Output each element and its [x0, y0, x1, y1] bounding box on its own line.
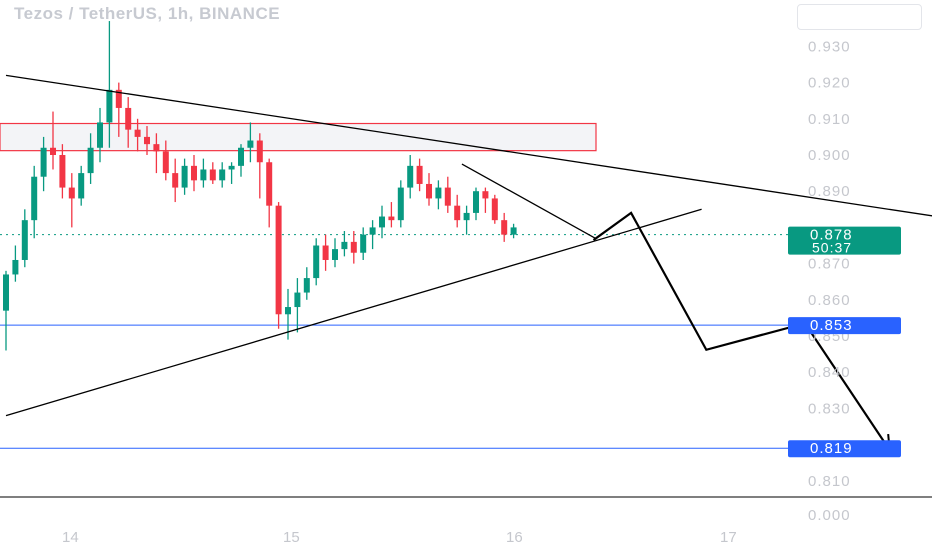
y-axis-tick-label: 0.890 [808, 183, 851, 200]
candle [360, 227, 367, 260]
candle [341, 231, 348, 257]
y-axis-tick-label: 0.930 [808, 38, 851, 55]
candle [181, 158, 188, 195]
candle [266, 158, 273, 228]
resistance-zone [0, 122, 597, 152]
candle [294, 278, 301, 333]
candle [219, 162, 226, 188]
candle [435, 180, 442, 210]
candle [379, 205, 385, 239]
price-label-text: 0.878 [810, 227, 853, 244]
candle [247, 122, 254, 163]
x-axis-tick-label: 14 [62, 529, 79, 546]
candle [68, 173, 75, 228]
candle [172, 158, 179, 203]
candle [97, 107, 103, 163]
candle [397, 180, 404, 228]
candle [78, 165, 85, 206]
candle [285, 288, 291, 340]
candle [322, 234, 329, 271]
candle [303, 267, 310, 300]
candle [491, 194, 498, 224]
candle [332, 238, 338, 268]
short-term-downtrend-trendline[interactable] [461, 163, 596, 239]
candle [59, 144, 66, 199]
candle [153, 133, 160, 174]
candle [482, 187, 489, 213]
candle [87, 133, 94, 184]
descending-resistance-trendline[interactable] [5, 74, 932, 217]
candle [426, 173, 432, 206]
price-label: 0.853 [788, 317, 901, 335]
candle [313, 238, 320, 286]
candle [228, 162, 235, 184]
candle [473, 187, 479, 221]
candle [115, 82, 122, 137]
candle [162, 140, 169, 181]
projection-path[interactable] [592, 211, 891, 451]
bar-countdown-text: 50:37 [812, 240, 852, 256]
x-axis-tick-label: 15 [283, 529, 300, 546]
candle [444, 176, 451, 213]
candle [40, 136, 47, 192]
candle [275, 202, 282, 329]
candle [209, 162, 216, 184]
toolbar-box[interactable] [797, 4, 922, 30]
candle [3, 270, 9, 351]
y-axis-tick-label: 0.810 [808, 473, 851, 490]
y-axis-tick-label: 0.830 [808, 400, 851, 417]
candle [510, 223, 517, 239]
y-axis-tick-label: 0.920 [808, 75, 851, 92]
y-axis-tick-label: 0.900 [808, 147, 851, 164]
candle [501, 212, 508, 242]
candle [416, 158, 423, 192]
candle [407, 155, 414, 199]
candle [12, 245, 19, 282]
candle [388, 202, 395, 228]
y-axis-tick-label: 0.910 [808, 111, 851, 128]
candle [106, 21, 113, 148]
candle [369, 220, 376, 250]
x-axis-tick-label: 16 [506, 529, 523, 546]
candle [21, 209, 28, 268]
y-axis-tick-label: 0.000 [808, 507, 851, 524]
ascending-support-trendline[interactable] [5, 208, 702, 417]
candle [200, 158, 207, 188]
candle [463, 205, 470, 235]
candle [350, 231, 357, 264]
candle [50, 111, 56, 170]
chart-title: Tezos / TetherUS, 1h, BINANCE [14, 4, 281, 23]
price-label: 0.819 [788, 440, 901, 458]
price-label-text: 0.853 [810, 317, 853, 334]
price-label-text: 0.819 [810, 440, 853, 457]
x-axis-tick-label: 17 [720, 529, 737, 546]
candle [256, 133, 263, 199]
y-axis-tick-label: 0.860 [808, 292, 851, 309]
y-axis-tick-label: 0.840 [808, 364, 851, 381]
candle [191, 155, 197, 192]
candle [454, 194, 461, 228]
candle [125, 97, 132, 148]
candle [238, 144, 244, 177]
candle [134, 118, 141, 152]
candle [31, 165, 38, 239]
y-axis-tick-label: 0.870 [808, 256, 851, 273]
candle [144, 126, 150, 155]
